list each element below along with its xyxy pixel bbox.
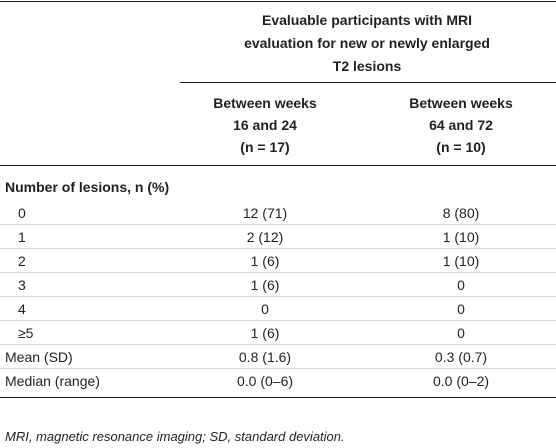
cell: 0.8 (1.6) xyxy=(238,349,292,365)
row-separator xyxy=(0,344,556,345)
group-rule xyxy=(180,82,556,83)
cell: 0 xyxy=(457,301,465,317)
cell: 1 (10) xyxy=(442,253,480,269)
cell: 0.0 (0–2) xyxy=(432,373,490,389)
cell: 0 xyxy=(261,301,269,317)
column-header: 16 and 24 xyxy=(233,117,297,133)
row-separator xyxy=(0,224,556,225)
cell: 8 (80) xyxy=(442,205,480,221)
row-label: ≥5 xyxy=(18,325,34,341)
row-label: Mean (SD) xyxy=(5,349,73,365)
cell: 0 xyxy=(457,325,465,341)
row-separator xyxy=(0,272,556,273)
cell: 0.3 (0.7) xyxy=(434,349,488,365)
column-header: 64 and 72 xyxy=(429,117,493,133)
row-label: 2 xyxy=(18,253,26,269)
cell: 12 (71) xyxy=(242,205,288,221)
cell: 1 (10) xyxy=(442,229,480,245)
section-label: Number of lesions, n (%) xyxy=(5,179,170,195)
cell: 0 xyxy=(457,277,465,293)
row-label: 4 xyxy=(18,301,26,317)
cell: 1 (6) xyxy=(250,325,280,341)
row-separator xyxy=(0,248,556,249)
row-separator xyxy=(0,320,556,321)
column-header: (n = 17) xyxy=(240,139,290,155)
row-label: Median (range) xyxy=(5,373,100,389)
group-header: Evaluable participants with MRI xyxy=(261,12,473,28)
group-header: evaluation for new or newly enlarged xyxy=(244,35,490,51)
cell: 1 (6) xyxy=(250,277,280,293)
bottom-rule xyxy=(0,397,556,398)
column-header: Between weeks xyxy=(409,95,513,111)
header-rule xyxy=(0,165,556,166)
row-separator xyxy=(0,296,556,297)
row-label: 3 xyxy=(18,277,26,293)
cell: 0.0 (0–6) xyxy=(236,373,294,389)
cell: 2 (12) xyxy=(246,229,284,245)
footnote: MRI, magnetic resonance imaging; SD, sta… xyxy=(5,429,345,444)
row-label: 0 xyxy=(18,205,26,221)
group-header: T2 lesions xyxy=(332,58,402,74)
top-rule xyxy=(0,1,556,2)
column-header: Between weeks xyxy=(213,95,317,111)
cell: 1 (6) xyxy=(250,253,280,269)
row-separator xyxy=(0,368,556,369)
row-label: 1 xyxy=(18,229,26,245)
column-header: (n = 10) xyxy=(436,139,486,155)
